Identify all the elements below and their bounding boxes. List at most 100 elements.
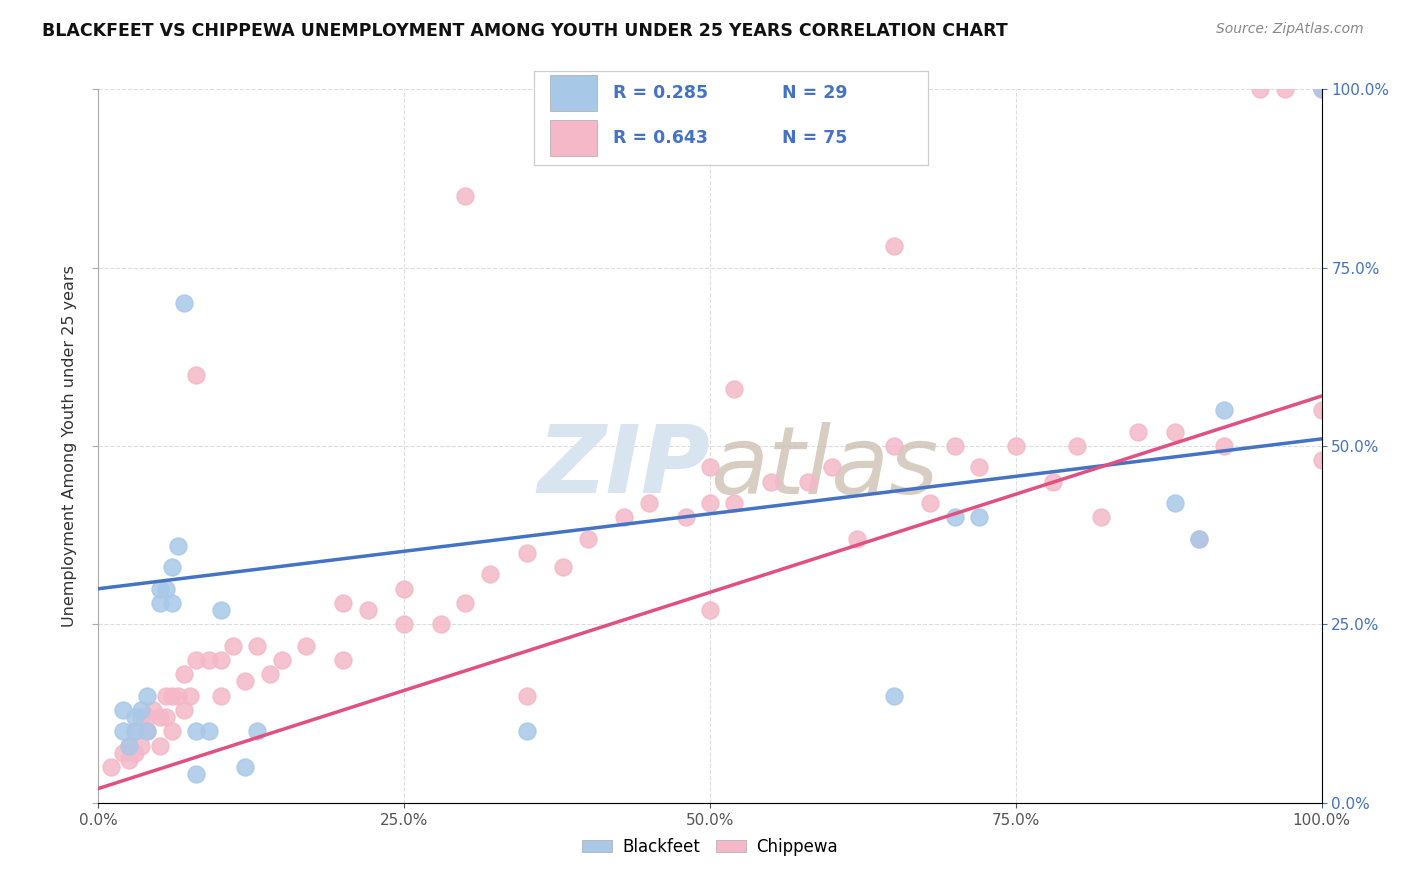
Point [173, 296, 195, 310]
Text: Source: ZipAtlas.com: Source: ZipAtlas.com [1216, 22, 1364, 37]
Point [129, 739, 152, 753]
Point [259, 667, 281, 681]
Point [197, 653, 219, 667]
Point [129, 703, 152, 717]
FancyBboxPatch shape [550, 120, 598, 156]
Point [723, 382, 745, 396]
Point [430, 617, 453, 632]
Text: ZIP: ZIP [537, 421, 710, 514]
Point [160, 596, 183, 610]
Text: BLACKFEET VS CHIPPEWA UNEMPLOYMENT AMONG YOUTH UNDER 25 YEARS CORRELATION CHART: BLACKFEET VS CHIPPEWA UNEMPLOYMENT AMONG… [42, 22, 1008, 40]
Point [111, 703, 134, 717]
Point [222, 639, 245, 653]
Point [883, 239, 905, 253]
Point [186, 767, 208, 781]
Point [136, 710, 159, 724]
Point [392, 582, 416, 596]
Point [613, 510, 636, 524]
Point [478, 567, 501, 582]
Point [173, 703, 195, 717]
Point [883, 689, 905, 703]
Point [160, 560, 183, 574]
Point [136, 724, 159, 739]
Point [167, 539, 190, 553]
Point [1310, 82, 1333, 96]
Point [186, 368, 208, 382]
Text: R = 0.643: R = 0.643 [613, 128, 707, 147]
Point [160, 689, 183, 703]
Point [1066, 439, 1088, 453]
Point [1164, 425, 1187, 439]
Point [136, 724, 159, 739]
Point [233, 674, 256, 689]
FancyBboxPatch shape [550, 75, 598, 111]
Point [155, 710, 177, 724]
Text: N = 29: N = 29 [782, 84, 848, 102]
Point [943, 439, 966, 453]
Point [943, 510, 966, 524]
Point [118, 753, 141, 767]
Point [797, 475, 820, 489]
Point [124, 724, 146, 739]
Legend: Blackfeet, Chippewa: Blackfeet, Chippewa [575, 831, 845, 863]
Point [186, 653, 208, 667]
Point [699, 496, 721, 510]
Point [515, 546, 537, 560]
Point [111, 746, 134, 760]
Point [111, 724, 134, 739]
Point [155, 582, 177, 596]
Point [142, 703, 165, 717]
Point [356, 603, 378, 617]
Point [332, 596, 354, 610]
Point [149, 710, 172, 724]
Point [454, 189, 477, 203]
Point [392, 617, 416, 632]
Point [1249, 82, 1271, 96]
Point [209, 689, 232, 703]
Point [515, 724, 537, 739]
Point [967, 510, 990, 524]
Point [515, 689, 537, 703]
Point [967, 460, 990, 475]
Point [295, 639, 318, 653]
Point [209, 653, 232, 667]
Point [124, 746, 146, 760]
Point [233, 760, 256, 774]
Point [454, 596, 477, 610]
Point [136, 689, 159, 703]
Point [332, 653, 354, 667]
Point [1090, 510, 1112, 524]
Point [553, 560, 575, 574]
Point [155, 689, 177, 703]
Text: N = 75: N = 75 [782, 128, 848, 147]
Point [883, 439, 905, 453]
Point [149, 596, 172, 610]
Point [186, 724, 208, 739]
Point [699, 603, 721, 617]
Point [638, 496, 661, 510]
Point [920, 496, 942, 510]
Point [197, 724, 219, 739]
Point [1164, 496, 1187, 510]
Text: R = 0.285: R = 0.285 [613, 84, 709, 102]
Point [173, 667, 195, 681]
Point [167, 689, 190, 703]
Point [1004, 439, 1026, 453]
Point [118, 739, 141, 753]
Point [149, 739, 172, 753]
Point [179, 689, 201, 703]
Point [1042, 475, 1064, 489]
Point [118, 739, 141, 753]
Point [124, 724, 146, 739]
Text: atlas: atlas [710, 422, 938, 513]
Point [246, 724, 269, 739]
Point [1188, 532, 1211, 546]
Point [675, 510, 697, 524]
Point [1274, 82, 1296, 96]
Point [1310, 82, 1333, 96]
Point [1188, 532, 1211, 546]
Y-axis label: Unemployment Among Youth under 25 years: Unemployment Among Youth under 25 years [62, 265, 77, 627]
Point [1310, 453, 1333, 467]
Point [160, 724, 183, 739]
Point [246, 639, 269, 653]
